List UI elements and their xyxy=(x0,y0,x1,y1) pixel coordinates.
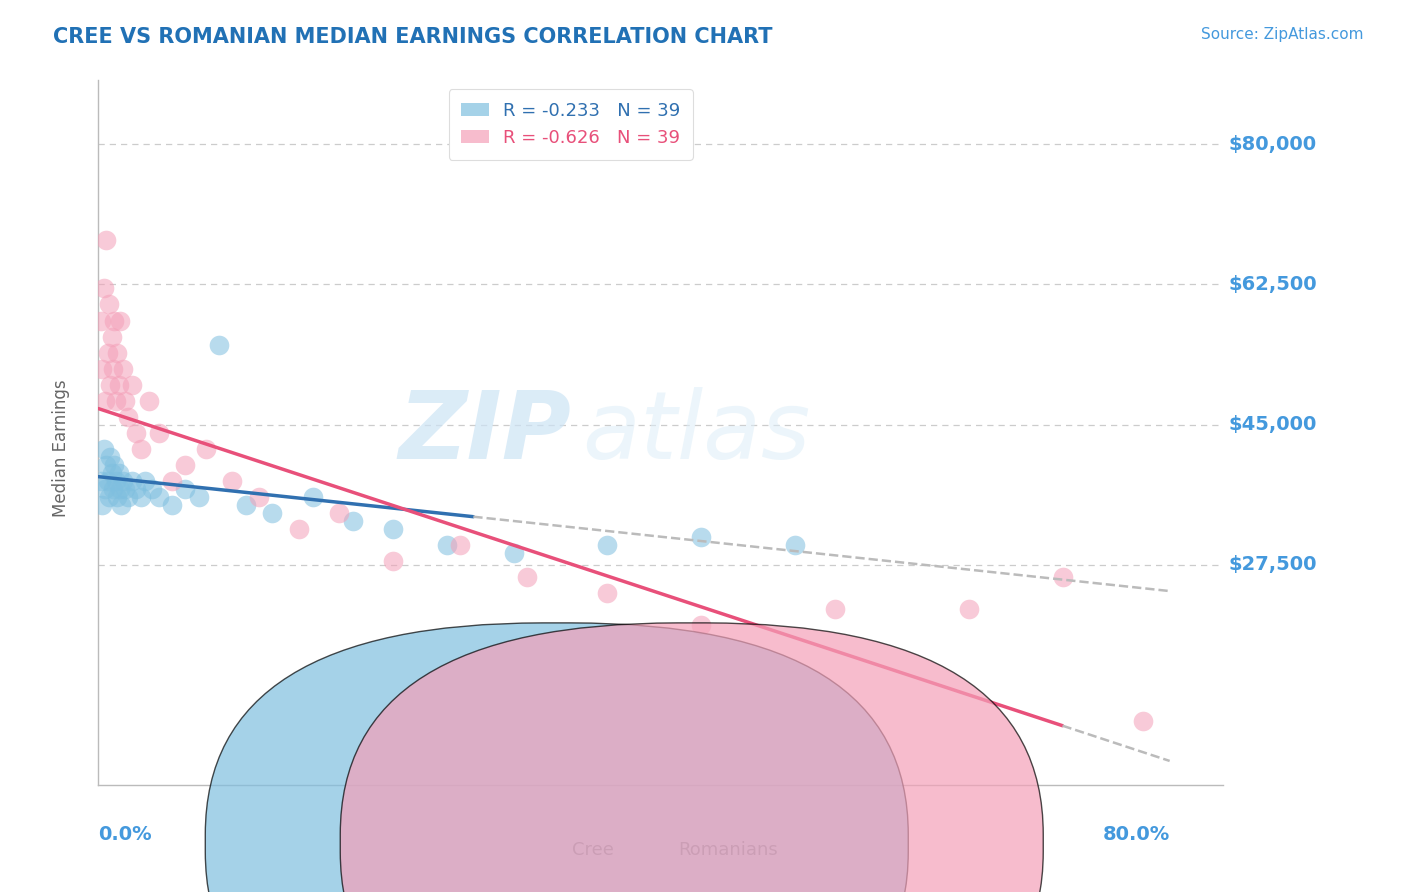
Point xyxy=(783,538,806,552)
Point xyxy=(194,442,217,456)
FancyBboxPatch shape xyxy=(340,623,1043,892)
Text: $80,000: $80,000 xyxy=(1229,135,1316,153)
Point xyxy=(93,281,115,295)
Point xyxy=(117,490,139,504)
Point xyxy=(235,498,257,512)
Point xyxy=(824,602,846,616)
Point xyxy=(288,522,311,536)
Text: $45,000: $45,000 xyxy=(1229,415,1317,434)
Text: Cree: Cree xyxy=(572,841,614,859)
Point xyxy=(110,498,132,512)
Point xyxy=(129,490,152,504)
Text: $27,500: $27,500 xyxy=(1229,555,1317,574)
Point xyxy=(90,313,112,327)
Point xyxy=(125,482,148,496)
Point xyxy=(148,490,170,504)
Point xyxy=(208,337,231,351)
Point xyxy=(382,554,405,568)
Point xyxy=(97,474,120,488)
Point xyxy=(129,442,152,456)
Point xyxy=(502,546,524,560)
Text: 0.0%: 0.0% xyxy=(98,825,152,844)
Point xyxy=(114,393,136,408)
Point xyxy=(101,329,124,343)
Point xyxy=(160,498,183,512)
Point xyxy=(91,498,114,512)
Point xyxy=(105,345,128,359)
Point xyxy=(94,393,117,408)
FancyBboxPatch shape xyxy=(205,623,908,892)
Text: Source: ZipAtlas.com: Source: ZipAtlas.com xyxy=(1201,27,1364,42)
Point xyxy=(104,474,127,488)
Point xyxy=(138,393,160,408)
Text: atlas: atlas xyxy=(582,387,810,478)
Point xyxy=(103,458,125,472)
Point xyxy=(117,409,139,424)
Point xyxy=(221,474,243,488)
Point xyxy=(101,361,124,376)
Text: ZIP: ZIP xyxy=(398,386,571,479)
Point xyxy=(98,297,121,311)
Point xyxy=(247,490,270,504)
Point xyxy=(103,313,125,327)
Point xyxy=(107,377,129,392)
Point xyxy=(98,490,121,504)
Legend: R = -0.233   N = 39, R = -0.626   N = 39: R = -0.233 N = 39, R = -0.626 N = 39 xyxy=(449,89,693,160)
Point xyxy=(690,530,713,544)
Point xyxy=(100,377,122,392)
Point xyxy=(100,450,122,464)
Point xyxy=(342,514,364,528)
Point xyxy=(262,506,284,520)
Point xyxy=(1052,570,1074,584)
Point xyxy=(101,482,124,496)
Point xyxy=(148,425,170,440)
Text: Romanians: Romanians xyxy=(679,841,778,859)
Text: 80.0%: 80.0% xyxy=(1102,825,1170,844)
Point xyxy=(160,474,183,488)
Point xyxy=(187,490,209,504)
Point xyxy=(96,458,118,472)
Text: Median Earnings: Median Earnings xyxy=(52,380,70,517)
Point xyxy=(436,538,458,552)
Point xyxy=(111,474,134,488)
Point xyxy=(107,466,129,480)
Point xyxy=(382,522,405,536)
Point xyxy=(96,234,118,248)
Point xyxy=(596,586,619,600)
Point xyxy=(91,361,114,376)
Point xyxy=(957,602,980,616)
Point xyxy=(114,482,136,496)
Point xyxy=(174,458,197,472)
Point xyxy=(97,345,120,359)
Point xyxy=(516,570,538,584)
Point xyxy=(174,482,197,496)
Point xyxy=(134,474,156,488)
Point xyxy=(690,617,713,632)
Point xyxy=(328,506,350,520)
Text: $62,500: $62,500 xyxy=(1229,275,1317,294)
Point xyxy=(449,538,471,552)
Point xyxy=(121,474,143,488)
Point xyxy=(1132,714,1154,728)
Point xyxy=(90,474,112,488)
Point xyxy=(101,466,124,480)
Point xyxy=(301,490,323,504)
Point xyxy=(125,425,148,440)
Point xyxy=(111,361,134,376)
Point xyxy=(93,442,115,456)
Point xyxy=(121,377,143,392)
Point xyxy=(105,490,128,504)
Point xyxy=(596,538,619,552)
Point xyxy=(141,482,163,496)
Point xyxy=(108,313,131,327)
Point xyxy=(104,393,127,408)
Point xyxy=(94,482,117,496)
Text: CREE VS ROMANIAN MEDIAN EARNINGS CORRELATION CHART: CREE VS ROMANIAN MEDIAN EARNINGS CORRELA… xyxy=(53,27,773,46)
Point xyxy=(108,482,131,496)
